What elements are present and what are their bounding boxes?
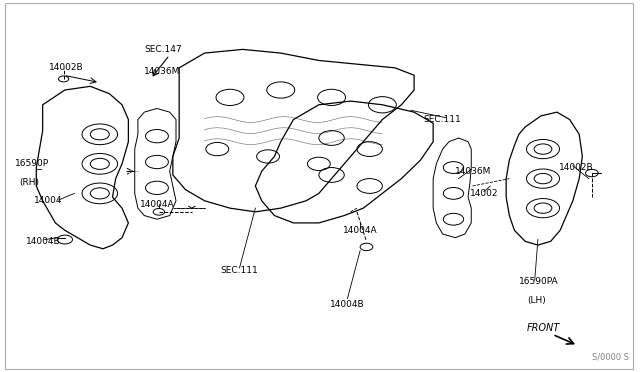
Text: 14036M: 14036M [144, 67, 180, 76]
Text: FRONT: FRONT [527, 323, 561, 333]
Text: 14036M: 14036M [456, 167, 492, 176]
Text: (RH): (RH) [19, 178, 39, 187]
Text: SEC.111: SEC.111 [220, 266, 258, 275]
Text: 14004B: 14004B [26, 237, 60, 246]
Text: SEC.147: SEC.147 [144, 45, 182, 54]
Text: 14002: 14002 [470, 189, 499, 198]
Text: 14002B: 14002B [559, 163, 593, 172]
Text: 14002B: 14002B [49, 63, 84, 72]
Text: 14004B: 14004B [330, 300, 365, 309]
Text: 16590P: 16590P [15, 159, 49, 169]
Text: 16590PA: 16590PA [519, 278, 559, 286]
Text: 14004A: 14004A [140, 200, 175, 209]
Text: SEC.111: SEC.111 [424, 115, 461, 124]
Text: 14004A: 14004A [343, 226, 378, 235]
Text: S/0000 S: S/0000 S [592, 352, 629, 361]
Text: 14004: 14004 [35, 196, 63, 205]
Text: (LH): (LH) [527, 296, 546, 305]
